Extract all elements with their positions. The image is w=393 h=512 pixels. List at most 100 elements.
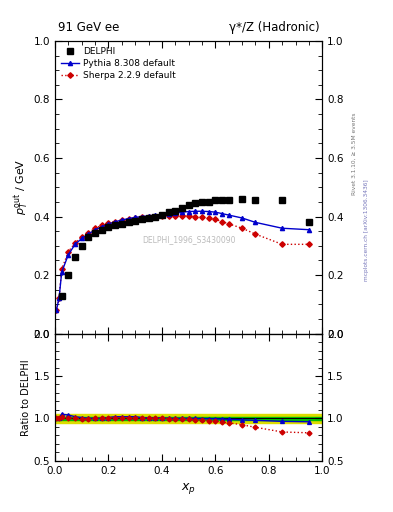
Sherpa 2.2.9 default (173, 212, 178, 219)
Sherpa 2.2.9 default (126, 216, 131, 222)
DELPHI (119, 221, 124, 227)
DELPHI (79, 243, 84, 249)
Y-axis label: Ratio to DELPHI: Ratio to DELPHI (21, 359, 31, 436)
Pythia 8.308 default (86, 231, 91, 237)
Sherpa 2.2.9 default (200, 214, 204, 220)
DELPHI (253, 197, 258, 203)
Sherpa 2.2.9 default (73, 240, 77, 246)
Pythia 8.308 default (153, 212, 158, 218)
Line: Sherpa 2.2.9 default: Sherpa 2.2.9 default (54, 214, 311, 312)
DELPHI (73, 254, 77, 261)
DELPHI (160, 212, 164, 218)
DELPHI (146, 215, 151, 221)
DELPHI (126, 219, 131, 225)
DELPHI (220, 197, 224, 203)
Y-axis label: $p_T^{\rm out}$ / GeV: $p_T^{\rm out}$ / GeV (12, 159, 31, 216)
Bar (55, 414, 322, 422)
Sherpa 2.2.9 default (180, 212, 184, 219)
Pythia 8.308 default (146, 213, 151, 219)
Pythia 8.308 default (59, 269, 64, 275)
Pythia 8.308 default (119, 217, 124, 223)
DELPHI (240, 196, 244, 202)
DELPHI (193, 200, 198, 206)
DELPHI (93, 229, 97, 236)
Sherpa 2.2.9 default (206, 215, 211, 221)
Sherpa 2.2.9 default (57, 295, 61, 302)
DELPHI (200, 199, 204, 205)
DELPHI (186, 202, 191, 208)
Bar (55, 417, 322, 420)
Sherpa 2.2.9 default (59, 266, 64, 272)
Sherpa 2.2.9 default (99, 222, 104, 228)
DELPHI (133, 218, 138, 224)
Text: γ*/Z (Hadronic): γ*/Z (Hadronic) (229, 20, 320, 34)
DELPHI (173, 207, 178, 214)
Sherpa 2.2.9 default (226, 221, 231, 227)
X-axis label: $x_p$: $x_p$ (181, 481, 196, 496)
Sherpa 2.2.9 default (113, 219, 118, 225)
Pythia 8.308 default (253, 219, 258, 225)
Text: mcplots.cern.ch [arXiv:1306.3436]: mcplots.cern.ch [arXiv:1306.3436] (364, 180, 369, 281)
Text: Rivet 3.1.10, ≥ 3.5M events: Rivet 3.1.10, ≥ 3.5M events (352, 112, 357, 195)
Pythia 8.308 default (73, 241, 77, 247)
Sherpa 2.2.9 default (93, 225, 97, 231)
Pythia 8.308 default (57, 295, 61, 302)
DELPHI (140, 217, 144, 223)
DELPHI (180, 205, 184, 211)
Sherpa 2.2.9 default (146, 214, 151, 220)
Pythia 8.308 default (307, 227, 311, 233)
Pythia 8.308 default (126, 216, 131, 222)
Pythia 8.308 default (180, 209, 184, 215)
Pythia 8.308 default (93, 227, 97, 233)
Sherpa 2.2.9 default (66, 248, 71, 254)
DELPHI (99, 227, 104, 233)
Sherpa 2.2.9 default (160, 213, 164, 219)
DELPHI (213, 197, 218, 203)
DELPHI (206, 199, 211, 205)
Text: DELPHI_1996_S3430090: DELPHI_1996_S3430090 (142, 236, 235, 244)
Pythia 8.308 default (213, 209, 218, 215)
DELPHI (307, 219, 311, 225)
DELPHI (86, 234, 91, 240)
DELPHI (59, 292, 64, 298)
Pythia 8.308 default (193, 208, 198, 215)
Pythia 8.308 default (220, 210, 224, 217)
Pythia 8.308 default (106, 221, 111, 227)
Pythia 8.308 default (186, 208, 191, 215)
Sherpa 2.2.9 default (220, 219, 224, 225)
Text: 91 GeV ee: 91 GeV ee (58, 20, 119, 34)
Pythia 8.308 default (133, 215, 138, 221)
Pythia 8.308 default (280, 225, 285, 231)
Pythia 8.308 default (166, 210, 171, 217)
Pythia 8.308 default (99, 224, 104, 230)
DELPHI (280, 197, 285, 203)
DELPHI (153, 214, 158, 220)
Sherpa 2.2.9 default (240, 225, 244, 231)
Pythia 8.308 default (240, 215, 244, 221)
Sherpa 2.2.9 default (140, 215, 144, 221)
Sherpa 2.2.9 default (193, 214, 198, 220)
Sherpa 2.2.9 default (166, 212, 171, 219)
Pythia 8.308 default (66, 251, 71, 258)
Pythia 8.308 default (113, 219, 118, 225)
DELPHI (226, 197, 231, 203)
Sherpa 2.2.9 default (153, 214, 158, 220)
Pythia 8.308 default (206, 208, 211, 215)
Sherpa 2.2.9 default (119, 217, 124, 223)
Sherpa 2.2.9 default (253, 231, 258, 237)
Sherpa 2.2.9 default (213, 217, 218, 223)
Pythia 8.308 default (140, 214, 144, 220)
Legend: DELPHI, Pythia 8.308 default, Sherpa 2.2.9 default: DELPHI, Pythia 8.308 default, Sherpa 2.2… (59, 46, 178, 81)
Sherpa 2.2.9 default (186, 213, 191, 219)
Sherpa 2.2.9 default (86, 229, 91, 236)
DELPHI (113, 222, 118, 228)
Pythia 8.308 default (173, 210, 178, 216)
Sherpa 2.2.9 default (133, 215, 138, 221)
Pythia 8.308 default (226, 212, 231, 218)
Sherpa 2.2.9 default (307, 241, 311, 247)
DELPHI (66, 272, 71, 278)
Line: DELPHI: DELPHI (59, 196, 312, 298)
Sherpa 2.2.9 default (79, 234, 84, 240)
Pythia 8.308 default (200, 208, 204, 215)
Pythia 8.308 default (160, 211, 164, 218)
